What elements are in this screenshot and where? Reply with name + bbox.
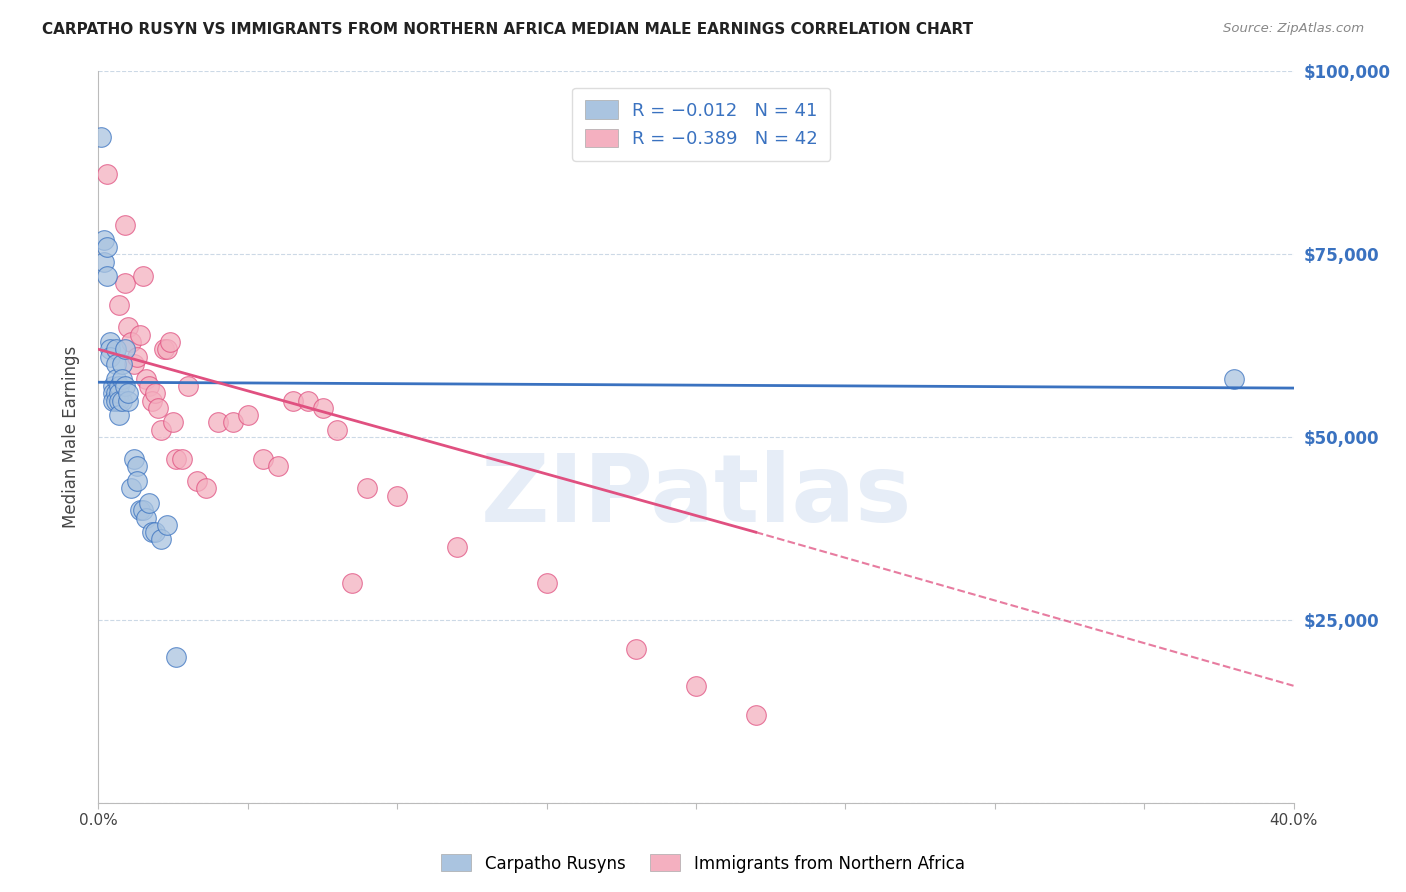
Point <box>356 481 378 495</box>
Point <box>114 218 136 232</box>
Point <box>536 576 558 591</box>
Point <box>745 708 768 723</box>
Point <box>156 343 179 357</box>
Point <box>156 517 179 532</box>
Point <box>162 416 184 430</box>
Point <box>172 452 194 467</box>
Point <box>132 269 155 284</box>
Point <box>143 525 166 540</box>
Point <box>195 481 218 495</box>
Point <box>207 416 229 430</box>
Point <box>103 379 125 393</box>
Point <box>626 642 648 657</box>
Point <box>135 371 157 385</box>
Point <box>111 371 134 385</box>
Point <box>108 408 131 422</box>
Point <box>135 510 157 524</box>
Point <box>105 371 128 385</box>
Point <box>127 350 149 364</box>
Point <box>93 254 115 268</box>
Point <box>108 379 131 393</box>
Point <box>108 298 131 312</box>
Point <box>326 423 349 437</box>
Point <box>685 679 707 693</box>
Point <box>117 393 139 408</box>
Point <box>252 452 274 467</box>
Point <box>117 320 139 334</box>
Point <box>297 393 319 408</box>
Point <box>236 408 259 422</box>
Point <box>446 540 468 554</box>
Point <box>105 357 128 371</box>
Point <box>141 393 163 408</box>
Point <box>129 503 152 517</box>
Point <box>93 233 115 247</box>
Point <box>111 357 134 371</box>
Point <box>108 393 131 408</box>
Point <box>103 393 125 408</box>
Point <box>117 386 139 401</box>
Point <box>267 459 290 474</box>
Point <box>281 393 304 408</box>
Text: ZIPatlas: ZIPatlas <box>481 450 911 541</box>
Point <box>177 379 200 393</box>
Text: CARPATHO RUSYN VS IMMIGRANTS FROM NORTHERN AFRICA MEDIAN MALE EARNINGS CORRELATI: CARPATHO RUSYN VS IMMIGRANTS FROM NORTHE… <box>42 22 973 37</box>
Point <box>98 343 122 357</box>
Point <box>111 393 134 408</box>
Point <box>342 576 364 591</box>
Point <box>159 334 181 349</box>
Point <box>105 393 128 408</box>
Point <box>96 269 118 284</box>
Point <box>127 459 149 474</box>
Point <box>138 379 160 393</box>
Point <box>98 334 122 349</box>
Point <box>153 343 176 357</box>
Point <box>124 357 146 371</box>
Point <box>103 386 125 401</box>
Point <box>114 343 136 357</box>
Point <box>124 452 146 467</box>
Point <box>120 481 142 495</box>
Point <box>148 401 170 415</box>
Point <box>141 525 163 540</box>
Point <box>165 452 187 467</box>
Point <box>105 343 128 357</box>
Point <box>150 533 173 547</box>
Point <box>150 423 173 437</box>
Point <box>120 334 142 349</box>
Point <box>96 240 118 254</box>
Point <box>311 401 333 415</box>
Legend: R = −0.012   N = 41, R = −0.389   N = 42: R = −0.012 N = 41, R = −0.389 N = 42 <box>572 87 831 161</box>
Point <box>186 474 208 488</box>
Point <box>1223 371 1246 385</box>
Point <box>114 379 136 393</box>
Point <box>129 327 152 342</box>
Point <box>222 416 245 430</box>
Point <box>96 167 118 181</box>
Point <box>90 130 112 145</box>
Y-axis label: Median Male Earnings: Median Male Earnings <box>62 346 80 528</box>
Point <box>138 496 160 510</box>
Point <box>143 386 166 401</box>
Point <box>127 474 149 488</box>
Point <box>385 489 409 503</box>
Point <box>165 649 187 664</box>
Point <box>108 386 131 401</box>
Text: Source: ZipAtlas.com: Source: ZipAtlas.com <box>1223 22 1364 36</box>
Point <box>114 277 136 291</box>
Point <box>98 350 122 364</box>
Point <box>132 503 155 517</box>
Legend: Carpatho Rusyns, Immigrants from Northern Africa: Carpatho Rusyns, Immigrants from Norther… <box>434 847 972 880</box>
Point <box>105 386 128 401</box>
